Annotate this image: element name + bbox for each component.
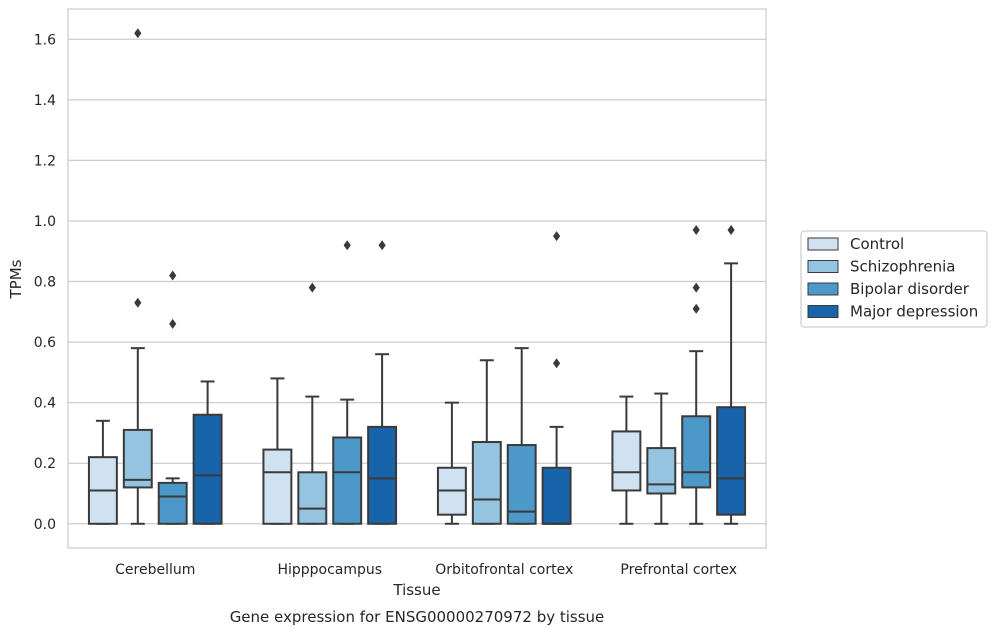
outlier-point [343, 240, 351, 251]
iqr-box [332, 436, 363, 525]
x-tick-label: Cerebellum [115, 562, 195, 578]
box-3-3 [506, 347, 537, 525]
box-4-4 [716, 225, 747, 525]
iqr-box [646, 447, 677, 495]
legend-item: Major depression [807, 303, 978, 321]
box-1-2 [262, 377, 293, 525]
outlier-point [692, 303, 700, 314]
legend-swatch [807, 282, 839, 296]
iqr-box [506, 444, 537, 525]
outlier-point [692, 282, 700, 293]
outlier-point [692, 225, 700, 236]
y-tick-label: 1.4 [34, 93, 56, 109]
legend-item: Schizophrenia [807, 258, 955, 276]
legend-label: Bipolar disorder [850, 280, 970, 298]
box-3-2 [332, 240, 363, 525]
legend-label: Control [850, 235, 904, 253]
box-1-1 [87, 419, 118, 525]
iqr-box [157, 481, 188, 525]
box-4-3 [541, 231, 572, 525]
y-axis-label: TPMs [7, 259, 25, 299]
y-tick-label: 1.6 [34, 32, 56, 48]
chart-title: Gene expression for ENSG00000270972 by t… [230, 608, 605, 626]
iqr-box [541, 466, 572, 525]
outlier-point [308, 282, 316, 293]
y-tick-label: 0.8 [34, 275, 56, 291]
iqr-box [716, 406, 747, 516]
outlier-point [134, 297, 142, 308]
box-2-2 [297, 282, 328, 525]
x-tick-labels: Cerebellum Hipppocampus Orbitofrontal cort… [115, 562, 737, 578]
x-tick-label: Hipppocampus [277, 562, 382, 578]
y-tick-labels: 0.0 0.2 0.4 0.6 0.8 1.0 1.2 1.4 1.6 [34, 32, 56, 532]
iqr-box [262, 448, 293, 525]
legend-swatch [807, 237, 839, 251]
box-series [87, 28, 747, 525]
y-tick-label: 0.0 [34, 517, 56, 533]
legend: Control Schizophrenia Bipolar disorder Majo… [800, 230, 988, 328]
box-3-4 [681, 225, 712, 525]
legend-label: Major depression [850, 303, 978, 321]
iqr-box [681, 415, 712, 489]
legend-frame [800, 230, 988, 328]
box-2-4 [646, 392, 677, 525]
legend-swatch [807, 305, 839, 318]
iqr-box [611, 430, 642, 492]
box-1-4 [611, 395, 642, 525]
iqr-box [192, 413, 223, 525]
outlier-point [378, 240, 386, 251]
x-tick-label: Prefrontal cortex [620, 562, 737, 578]
box-4-1 [192, 380, 223, 525]
legend-item: Bipolar disorder [807, 280, 970, 298]
box-1-3 [436, 401, 467, 525]
iqr-box [297, 471, 328, 525]
iqr-box [122, 428, 153, 489]
box-3-1 [157, 270, 188, 525]
iqr-box [367, 425, 398, 525]
outlier-point [169, 270, 177, 281]
outlier-point [553, 231, 561, 242]
outlier-point [169, 318, 177, 329]
y-tick-label: 1.0 [34, 214, 56, 230]
y-tick-label: 0.4 [34, 396, 56, 412]
legend-label: Schizophrenia [850, 258, 955, 276]
y-tick-label: 0.2 [34, 456, 56, 472]
iqr-box [471, 441, 502, 525]
legend-item: Control [807, 235, 904, 253]
box-4-2 [367, 240, 398, 525]
y-tick-label: 1.2 [34, 153, 56, 169]
legend-swatch [807, 260, 839, 273]
outlier-point [727, 225, 735, 236]
x-axis-label: Tissue [392, 581, 440, 599]
x-tick-label: Orbitofrontal cortex [435, 562, 573, 578]
outlier-point [134, 28, 142, 39]
outlier-point [553, 358, 561, 369]
box-2-1 [122, 28, 153, 525]
y-tick-label: 0.6 [34, 335, 56, 351]
box-2-3 [471, 359, 502, 525]
plot-border [67, 8, 767, 549]
